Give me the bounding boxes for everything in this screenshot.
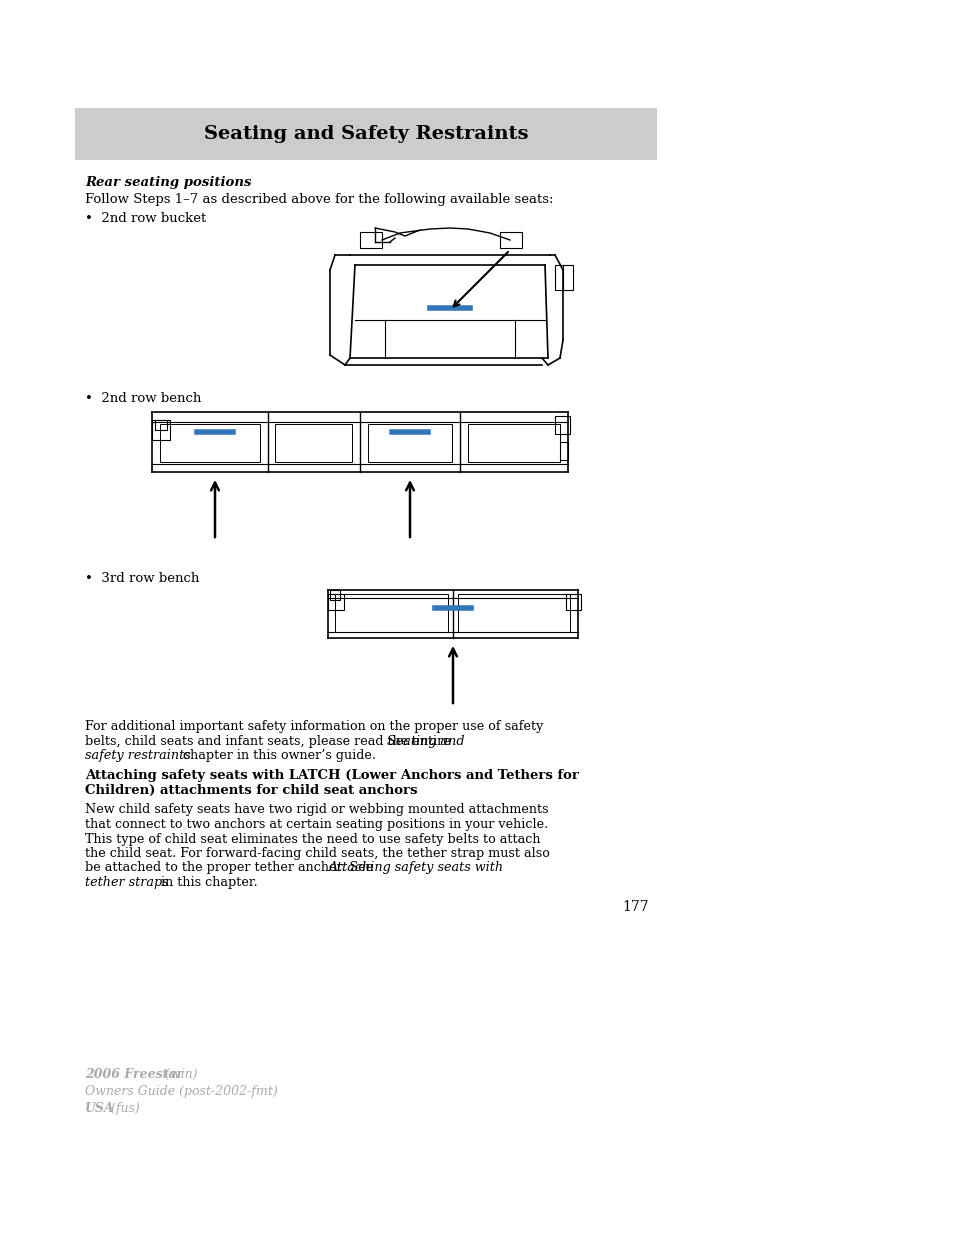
Text: Follow Steps 1–7 as described above for the following available seats:: Follow Steps 1–7 as described above for … <box>85 193 553 206</box>
Bar <box>555 266 573 290</box>
Text: •  2nd row bench: • 2nd row bench <box>85 391 201 405</box>
Text: Seating and Safety Restraints: Seating and Safety Restraints <box>204 125 528 143</box>
Text: be attached to the proper tether anchor. See: be attached to the proper tether anchor.… <box>85 862 376 874</box>
Text: that connect to two anchors at certain seating positions in your vehicle.: that connect to two anchors at certain s… <box>85 818 548 831</box>
Text: •  2nd row bucket: • 2nd row bucket <box>85 212 206 225</box>
Text: USA: USA <box>85 1102 114 1115</box>
Bar <box>499 232 521 248</box>
Text: 2006 Freestar: 2006 Freestar <box>85 1068 183 1081</box>
Bar <box>160 424 260 462</box>
Text: Children) attachments for child seat anchors: Children) attachments for child seat anc… <box>85 784 417 797</box>
Bar <box>457 594 569 632</box>
Bar <box>565 594 580 610</box>
Bar <box>468 424 559 462</box>
Bar <box>328 594 344 610</box>
Text: Attaching safety seats with LATCH (Lower Anchors and Tethers for: Attaching safety seats with LATCH (Lower… <box>85 768 578 782</box>
Bar <box>368 424 452 462</box>
Bar <box>555 416 569 433</box>
Text: chapter in this owner’s guide.: chapter in this owner’s guide. <box>178 748 375 762</box>
Bar <box>152 420 170 440</box>
Bar <box>154 420 167 430</box>
Text: belts, child seats and infant seats, please read the entire: belts, child seats and infant seats, ple… <box>85 735 455 747</box>
Text: (fus): (fus) <box>108 1102 140 1115</box>
Text: This type of child seat eliminates the need to use safety belts to attach: This type of child seat eliminates the n… <box>85 832 540 846</box>
Text: New child safety seats have two rigid or webbing mounted attachments: New child safety seats have two rigid or… <box>85 804 548 816</box>
Text: Attaching safety seats with: Attaching safety seats with <box>329 862 503 874</box>
Bar <box>75 107 657 161</box>
Text: tether straps: tether straps <box>85 876 169 889</box>
Text: •  3rd row bench: • 3rd row bench <box>85 572 199 585</box>
Bar <box>359 232 381 248</box>
Bar <box>274 424 352 462</box>
Text: Owners Guide (post-2002-fmt): Owners Guide (post-2002-fmt) <box>85 1086 277 1098</box>
Text: safety restraints: safety restraints <box>85 748 191 762</box>
Text: For additional important safety information on the proper use of safety: For additional important safety informat… <box>85 720 543 734</box>
Bar <box>330 590 339 600</box>
Text: (win): (win) <box>161 1068 198 1081</box>
Bar <box>335 594 448 632</box>
Text: the child seat. For forward-facing child seats, the tether strap must also: the child seat. For forward-facing child… <box>85 847 549 860</box>
Text: 177: 177 <box>622 900 649 914</box>
Text: in this chapter.: in this chapter. <box>156 876 257 889</box>
Text: Seating and: Seating and <box>386 735 464 747</box>
Text: Rear seating positions: Rear seating positions <box>85 177 252 189</box>
